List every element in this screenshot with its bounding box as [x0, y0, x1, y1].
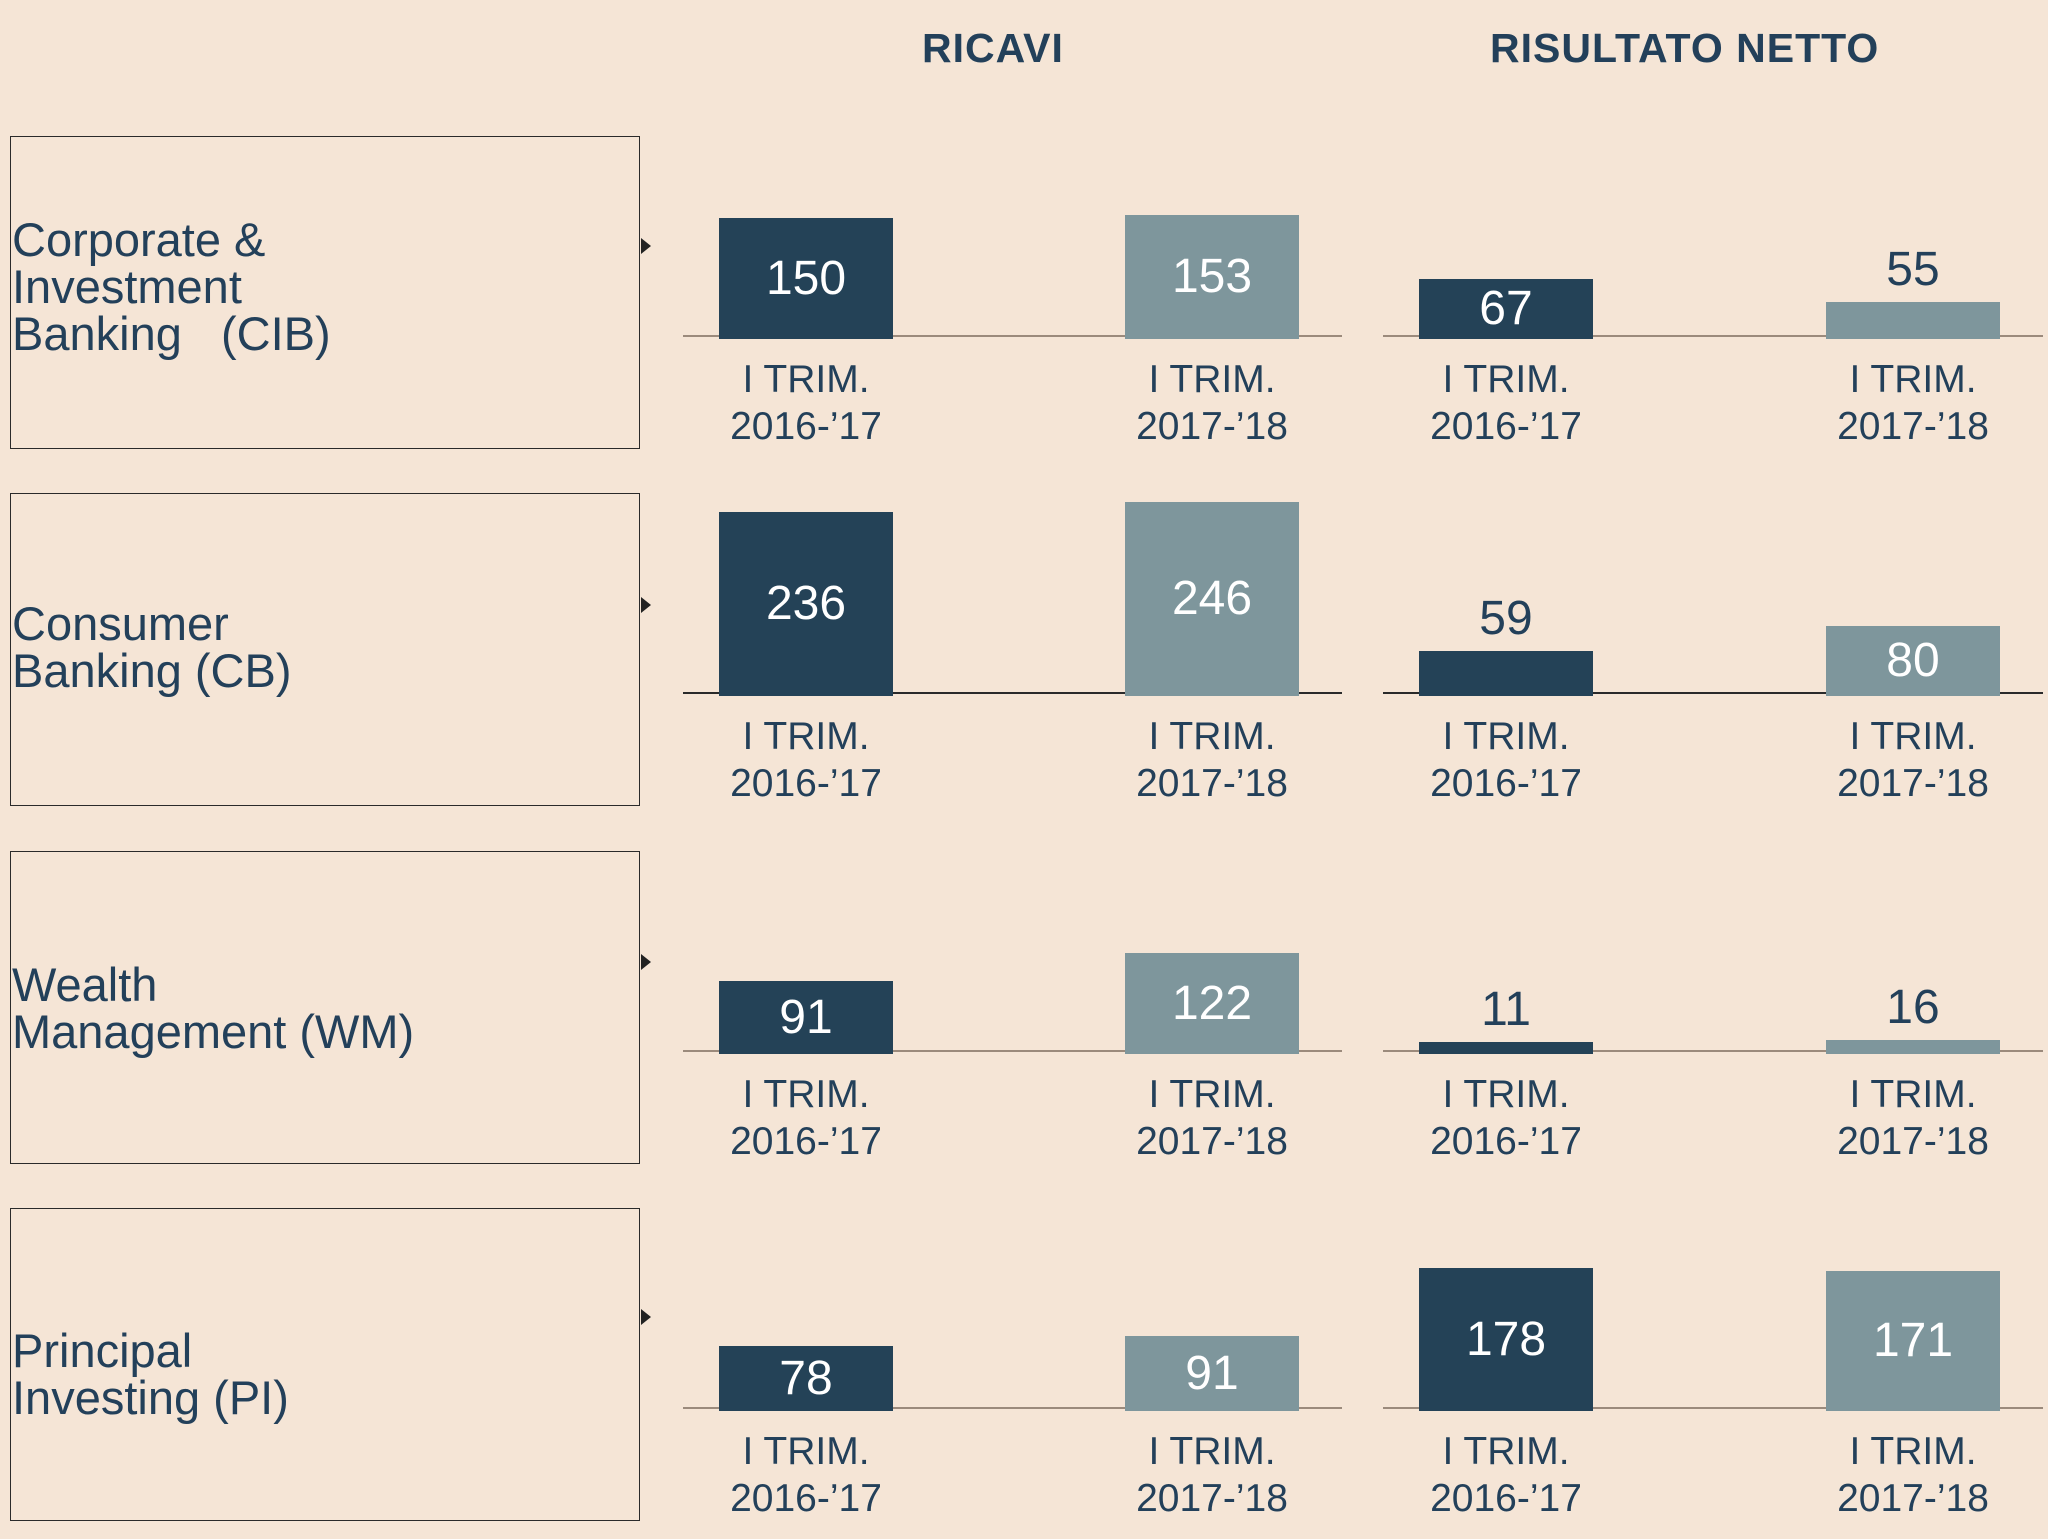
period-label-line-1: I TRIM. [742, 715, 870, 758]
period-label-line-1: I TRIM. [1148, 715, 1276, 758]
period-label-line-2: 2017-’18 [1837, 405, 1989, 448]
period-label-line-2: 2017-’18 [1136, 405, 1288, 448]
period-label-line-1: I TRIM. [1442, 1430, 1570, 1473]
ricavi-axis-line [683, 692, 1342, 694]
period-label-line-2: 2017-’18 [1136, 762, 1288, 805]
period-label-line-2: 2016-’17 [1430, 405, 1582, 448]
arrow-right-icon [641, 238, 651, 254]
segment-label-wm: Wealth Management (WM) [12, 958, 415, 1058]
period-label-line-1: I TRIM. [1442, 358, 1570, 401]
segment-label-pi: Principal Investing (PI) [12, 1324, 289, 1424]
bar-cib-risultato-netto-2016-17 [1419, 279, 1593, 339]
period-label-line-2: 2016-’17 [730, 405, 882, 448]
value-label-wm-ricavi-2016-17: 91 [779, 990, 833, 1044]
header-ricavi: RICAVI [922, 25, 1064, 71]
bar-pi-ricavi-2016-17 [719, 1346, 893, 1411]
period-label-line-2: 2016-’17 [730, 762, 882, 805]
period-label-line-2: 2017-’18 [1136, 1120, 1288, 1163]
period-label-line-1: I TRIM. [1442, 715, 1570, 758]
bar-wm-ricavi-2016-17 [719, 981, 893, 1054]
bar-cib-ricavi-2017-18 [1125, 215, 1299, 339]
period-label-line-1: I TRIM. [1442, 1073, 1570, 1116]
value-label-cb-ricavi-2016-17: 236 [765, 577, 847, 630]
value-label-cib-ricavi-2017-18: 153 [1171, 250, 1253, 303]
bar-cb-ricavi-2016-17 [719, 512, 893, 696]
header-risultato-netto: RISULTATO NETTO [1490, 25, 1880, 71]
value-label-pi-risultato-netto-2017-18: 171 [1872, 1314, 1954, 1367]
period-label-line-1: I TRIM. [1148, 1430, 1276, 1473]
period-label-line-2: 2017-’18 [1837, 1477, 1989, 1520]
value-label-cb-risultato-netto-2016-17: 59 [1479, 592, 1533, 645]
value-label-pi-ricavi-2016-17: 78 [779, 1351, 833, 1405]
value-label-cib-risultato-netto-2017-18: 55 [1886, 243, 1940, 296]
bar-pi-risultato-netto-2017-18 [1826, 1271, 2000, 1411]
value-label-wm-risultato-netto-2017-18: 16 [1886, 981, 1940, 1034]
value-label-wm-risultato-netto-2016-17: 11 [1481, 983, 1531, 1036]
value-label-cib-risultato-netto-2016-17: 67 [1479, 282, 1533, 335]
arrow-right-icon [641, 597, 651, 613]
bar-wm-risultato-netto-2016-17 [1419, 1042, 1593, 1054]
bar-cb-ricavi-2017-18 [1125, 502, 1299, 696]
segment-box-wm [10, 851, 640, 1164]
period-label-line-1: I TRIM. [1849, 358, 1977, 401]
ricavi-axis-line [683, 335, 1342, 337]
value-label-pi-risultato-netto-2016-17: 178 [1465, 1312, 1547, 1366]
value-label-wm-ricavi-2017-18: 122 [1171, 976, 1253, 1030]
period-label-line-1: I TRIM. [742, 1430, 870, 1473]
bar-cb-risultato-netto-2017-18 [1826, 626, 2000, 696]
segment-label-cb: Consumer Banking (CB) [12, 597, 292, 697]
risultato-netto-axis-line [1383, 1050, 2043, 1052]
period-label-line-2: 2016-’17 [1430, 1120, 1582, 1163]
ricavi-axis-line [683, 1050, 1342, 1052]
period-label-line-1: I TRIM. [1849, 1073, 1977, 1116]
value-label-pi-ricavi-2017-18: 91 [1185, 1346, 1239, 1400]
segment-label-cib: Corporate & Investment Banking (CIB) [12, 213, 331, 360]
risultato-netto-axis-line [1383, 335, 2043, 337]
bar-cib-risultato-netto-2017-18 [1826, 302, 2000, 339]
period-label-line-1: I TRIM. [742, 1073, 870, 1116]
period-label-line-2: 2016-’17 [730, 1120, 882, 1163]
segment-box-cib [10, 136, 640, 449]
bar-cb-risultato-netto-2016-17 [1419, 651, 1593, 696]
period-label-line-2: 2016-’17 [730, 1477, 882, 1520]
arrow-right-icon [641, 954, 651, 970]
period-label-line-1: I TRIM. [1849, 715, 1977, 758]
value-label-cib-ricavi-2016-17: 150 [765, 251, 847, 305]
value-label-cb-ricavi-2017-18: 246 [1171, 572, 1253, 625]
segment-box-cb [10, 493, 640, 806]
arrow-right-icon [641, 1309, 651, 1325]
period-label-line-2: 2016-’17 [1430, 762, 1582, 805]
risultato-netto-axis-line [1383, 1407, 2043, 1409]
value-label-cb-risultato-netto-2017-18: 80 [1886, 634, 1940, 687]
period-label-line-2: 2016-’17 [1430, 1477, 1582, 1520]
bar-wm-risultato-netto-2017-18 [1826, 1040, 2000, 1054]
bar-pi-ricavi-2017-18 [1125, 1336, 1299, 1411]
period-label-line-1: I TRIM. [1148, 358, 1276, 401]
bar-pi-risultato-netto-2016-17 [1419, 1268, 1593, 1411]
ricavi-axis-line [683, 1407, 1342, 1409]
period-label-line-2: 2017-’18 [1837, 762, 1989, 805]
period-label-line-1: I TRIM. [1148, 1073, 1276, 1116]
risultato-netto-axis-line [1383, 692, 2043, 694]
segment-box-pi [10, 1208, 640, 1521]
period-label-line-2: 2017-’18 [1837, 1120, 1989, 1163]
bar-cib-ricavi-2016-17 [719, 218, 893, 339]
bar-wm-ricavi-2017-18 [1125, 953, 1299, 1054]
period-label-line-1: I TRIM. [1849, 1430, 1977, 1473]
period-label-line-1: I TRIM. [742, 358, 870, 401]
period-label-line-2: 2017-’18 [1136, 1477, 1288, 1520]
